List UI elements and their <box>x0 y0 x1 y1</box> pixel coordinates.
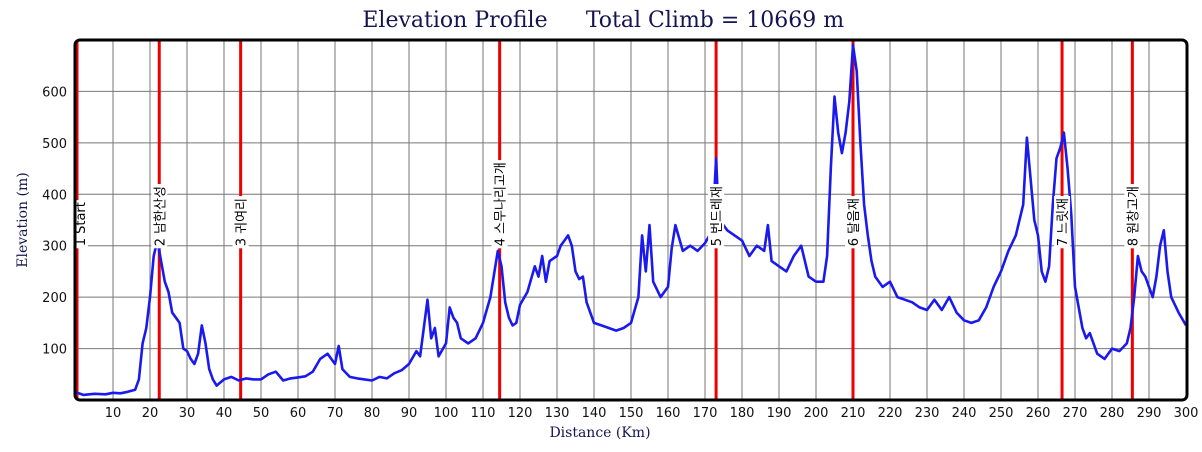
x-tick-label: 150 <box>619 406 644 421</box>
waypoint-label-text: 1 Start <box>74 202 89 246</box>
x-tick-label: 130 <box>545 406 570 421</box>
waypoint-label-text: 6 달음재 <box>847 198 862 246</box>
x-tick-label: 300 <box>1174 406 1199 421</box>
x-tick-label: 230 <box>915 406 940 421</box>
x-tick-label: 250 <box>989 406 1014 421</box>
chart-title: Elevation Profile <box>362 8 547 33</box>
waypoint-label-text: 4 스무나리고개 <box>494 162 509 246</box>
waypoint-label-text: 7 느릿재 <box>1056 198 1071 246</box>
waypoint-label-5: 5 번드레재 <box>708 184 725 249</box>
x-tick-label: 190 <box>767 406 792 421</box>
waypoint-label-8: 8 원창고개 <box>1124 184 1141 249</box>
x-tick-label: 60 <box>290 406 307 421</box>
waypoint-label-text: 8 원창고개 <box>1126 186 1141 246</box>
plot-area: 10 20 30 40 50 60 70 80 90 100 110 120 130 140 150 160 1… <box>42 38 1199 421</box>
x-tick-label: 70 <box>327 406 344 421</box>
waypoint-label-bg <box>1124 184 1141 249</box>
y-tick-label: 500 <box>42 137 67 152</box>
x-tick-label: 90 <box>401 406 418 421</box>
elevation-line <box>75 43 1188 397</box>
waypoint-label-bg <box>491 160 508 249</box>
x-tick-label: 280 <box>1100 406 1125 421</box>
x-tick-label: 160 <box>656 406 681 421</box>
waypoint-label-4: 4 스무나리고개 <box>491 160 509 249</box>
x-tick-label: 10 <box>105 406 122 421</box>
x-tick-label: 100 <box>434 406 459 421</box>
x-tick-label: 180 <box>730 406 755 421</box>
x-tick-label: 20 <box>142 406 159 421</box>
x-tick-label: 50 <box>253 406 270 421</box>
y-tick-label: 100 <box>42 343 67 358</box>
x-tick-label: 240 <box>952 406 977 421</box>
waypoint-label-bg <box>1054 195 1071 249</box>
x-tick-label: 30 <box>179 406 196 421</box>
x-tick-label: 200 <box>804 406 829 421</box>
x-tick-label: 40 <box>216 406 233 421</box>
x-tick-label: 170 <box>693 406 718 421</box>
x-tick-label: 80 <box>364 406 381 421</box>
x-tick-label: 290 <box>1137 406 1162 421</box>
y-tick-label: 300 <box>42 240 67 255</box>
waypoint-label-bg <box>708 184 725 249</box>
waypoint-label-6: 6 달음재 <box>845 195 862 249</box>
x-tick-label: 210 <box>841 406 866 421</box>
waypoint-label-text: 3 귀여리 <box>235 198 250 246</box>
waypoint-label-text: 5 번드레재 <box>710 186 725 246</box>
waypoint-label-7: 7 느릿재 <box>1054 195 1071 249</box>
y-tick-label: 600 <box>42 85 67 100</box>
y-tick-label: 400 <box>42 188 67 203</box>
x-tick-label: 110 <box>471 406 496 421</box>
x-tick-label: 220 <box>878 406 903 421</box>
plot-frame <box>73 38 1189 402</box>
x-tick-label: 260 <box>1026 406 1051 421</box>
x-tick-label: 120 <box>508 406 533 421</box>
x-tick-label: 270 <box>1063 406 1088 421</box>
y-tick-label: 200 <box>42 291 67 306</box>
x-axis-label: Distance (Km) <box>549 425 650 441</box>
y-axis-label: Elevation (m) <box>15 172 31 267</box>
waypoint-label-3: 3 귀여리 <box>232 195 250 249</box>
waypoint-label-bg <box>232 195 249 249</box>
chart-subtitle: Total Climb = 10669 m <box>586 8 844 33</box>
waypoint-label-bg <box>845 195 861 249</box>
waypoint-label-text: 2 남한산성 <box>153 186 168 246</box>
x-tick-label: 140 <box>582 406 607 421</box>
waypoint-label-2: 2 남한산성 <box>151 184 168 249</box>
waypoint-label-bg <box>151 184 168 249</box>
